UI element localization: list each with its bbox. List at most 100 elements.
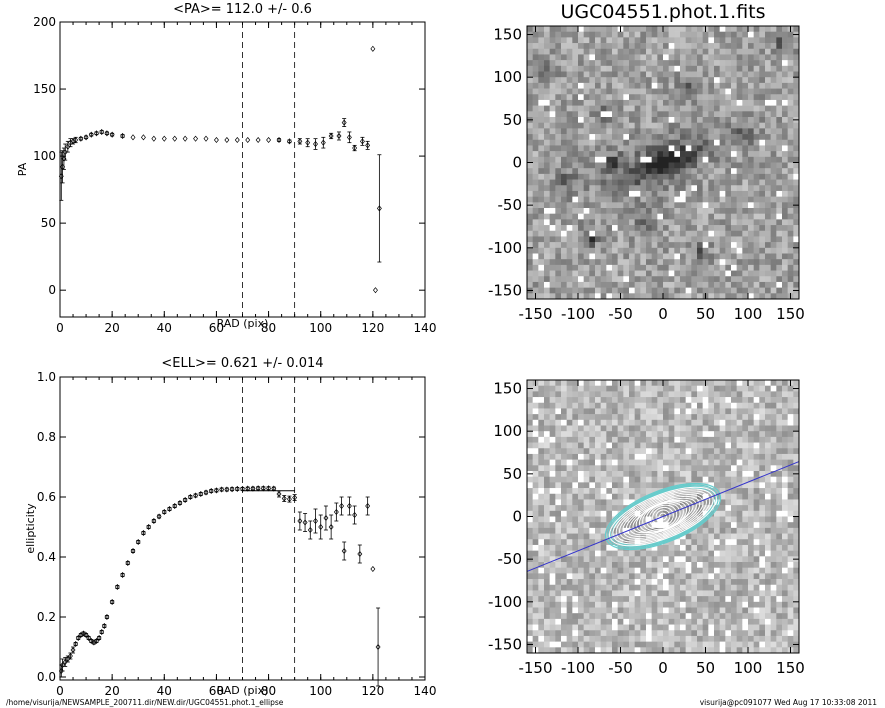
data-point <box>219 486 225 493</box>
data-point <box>193 492 199 499</box>
data-point <box>357 550 363 558</box>
data-point <box>203 489 209 496</box>
data-point <box>70 646 76 654</box>
y-tick-label: 200 <box>33 15 56 29</box>
image-panel-0: -150 -100 -50 0 50 100 150 150 100 50 0 -50 -100 -150… <box>488 1 805 323</box>
data-point <box>365 142 371 149</box>
data-point <box>130 547 136 555</box>
data-point <box>187 493 193 501</box>
data-point <box>375 643 381 651</box>
data-point <box>352 511 358 519</box>
data-point <box>73 136 79 144</box>
y-tick-label: 0.4 <box>37 550 56 564</box>
data-point <box>352 144 358 152</box>
data-point <box>161 508 167 516</box>
data-point <box>151 517 157 525</box>
x-tick-label: -150 <box>518 305 552 323</box>
x-axis-label: RAD (pix) <box>217 684 269 697</box>
footer-user-timestamp: visurija@pc091077 Wed Aug 17 10:33:08 20… <box>699 698 877 707</box>
x-tick-label: 20 <box>105 684 120 698</box>
data-point <box>266 136 272 144</box>
data-point <box>62 149 68 156</box>
x-tick-label: 0 <box>56 321 64 335</box>
chart-title: <PA>= 112.0 +/- 0.6 <box>173 2 312 17</box>
data-point <box>260 485 266 492</box>
y-tick-label: -150 <box>488 635 522 653</box>
data-point <box>339 502 345 510</box>
data-point <box>81 630 86 637</box>
data-point <box>341 547 347 555</box>
y-tick-label: 50 <box>41 216 56 230</box>
data-point <box>346 502 352 510</box>
data-point <box>328 132 334 140</box>
image-title: UGC04551.phot.1.fits <box>560 1 765 23</box>
data-point <box>320 139 326 146</box>
footer-file-path: /home/visurija/NEWSAMPLE_200711.dir/NEW.… <box>6 698 284 707</box>
data-point <box>213 487 219 494</box>
x-tick-label: 50 <box>696 659 715 677</box>
x-tick-label: 80 <box>261 321 276 335</box>
data-point <box>373 287 378 294</box>
x-tick-label: 60 <box>209 684 224 698</box>
data-point <box>229 486 235 493</box>
x-tick-label: 140 <box>414 684 437 698</box>
x-tick-label: 100 <box>309 684 332 698</box>
data-point <box>302 519 308 526</box>
x-tick-label: -150 <box>518 659 552 677</box>
data-point <box>292 494 298 501</box>
y-tick-label: -50 <box>498 196 523 214</box>
data-point <box>255 485 261 492</box>
data-point <box>125 559 131 567</box>
y-tick-label: 0.8 <box>37 430 56 444</box>
data-point <box>135 538 141 546</box>
data-point <box>161 135 167 142</box>
x-tick-label: 100 <box>734 659 763 677</box>
x-tick-label: 150 <box>776 305 805 323</box>
y-tick-label: 150 <box>493 26 522 44</box>
data-point <box>234 485 240 492</box>
data-point <box>94 130 99 137</box>
image-panel-1: -150 -100 -50 0 50 100 150 150 100 50 0 -50 -100 -150 <box>488 379 805 677</box>
data-point <box>203 135 209 142</box>
data-point <box>297 517 303 525</box>
data-point <box>346 134 352 141</box>
data-point <box>172 135 178 142</box>
x-tick-label: -100 <box>561 659 595 677</box>
data-point <box>177 499 183 507</box>
data-point <box>266 485 272 492</box>
data-point <box>140 134 146 141</box>
data-point <box>114 583 120 591</box>
y-tick-label: -100 <box>488 239 522 257</box>
data-point <box>286 138 292 145</box>
data-point <box>307 526 313 534</box>
data-point <box>99 628 105 636</box>
data-point <box>341 119 347 126</box>
x-tick-label: 60 <box>209 321 224 335</box>
data-point <box>305 139 311 146</box>
data-point <box>75 634 81 642</box>
data-point <box>96 634 102 642</box>
data-point <box>65 655 71 663</box>
data-point <box>224 486 230 493</box>
major-axis-line <box>526 461 800 572</box>
x-tick-label: 50 <box>696 305 715 323</box>
data-point <box>151 135 157 142</box>
data-point <box>245 485 251 492</box>
y-tick-label: 100 <box>33 149 56 163</box>
y-tick-label: 100 <box>493 422 522 440</box>
data-point <box>198 490 204 498</box>
data-point <box>328 523 334 531</box>
data-point <box>94 637 99 645</box>
data-point <box>88 131 94 138</box>
data-point <box>130 134 136 141</box>
data-point <box>140 529 146 537</box>
data-point <box>250 485 256 492</box>
y-tick-label: 0.6 <box>37 490 56 504</box>
y-tick-label: -100 <box>488 593 522 611</box>
data-point <box>104 130 110 137</box>
data-point <box>120 132 126 140</box>
data-point <box>182 496 188 504</box>
y-tick-label: 50 <box>503 465 522 483</box>
data-point <box>109 131 115 138</box>
